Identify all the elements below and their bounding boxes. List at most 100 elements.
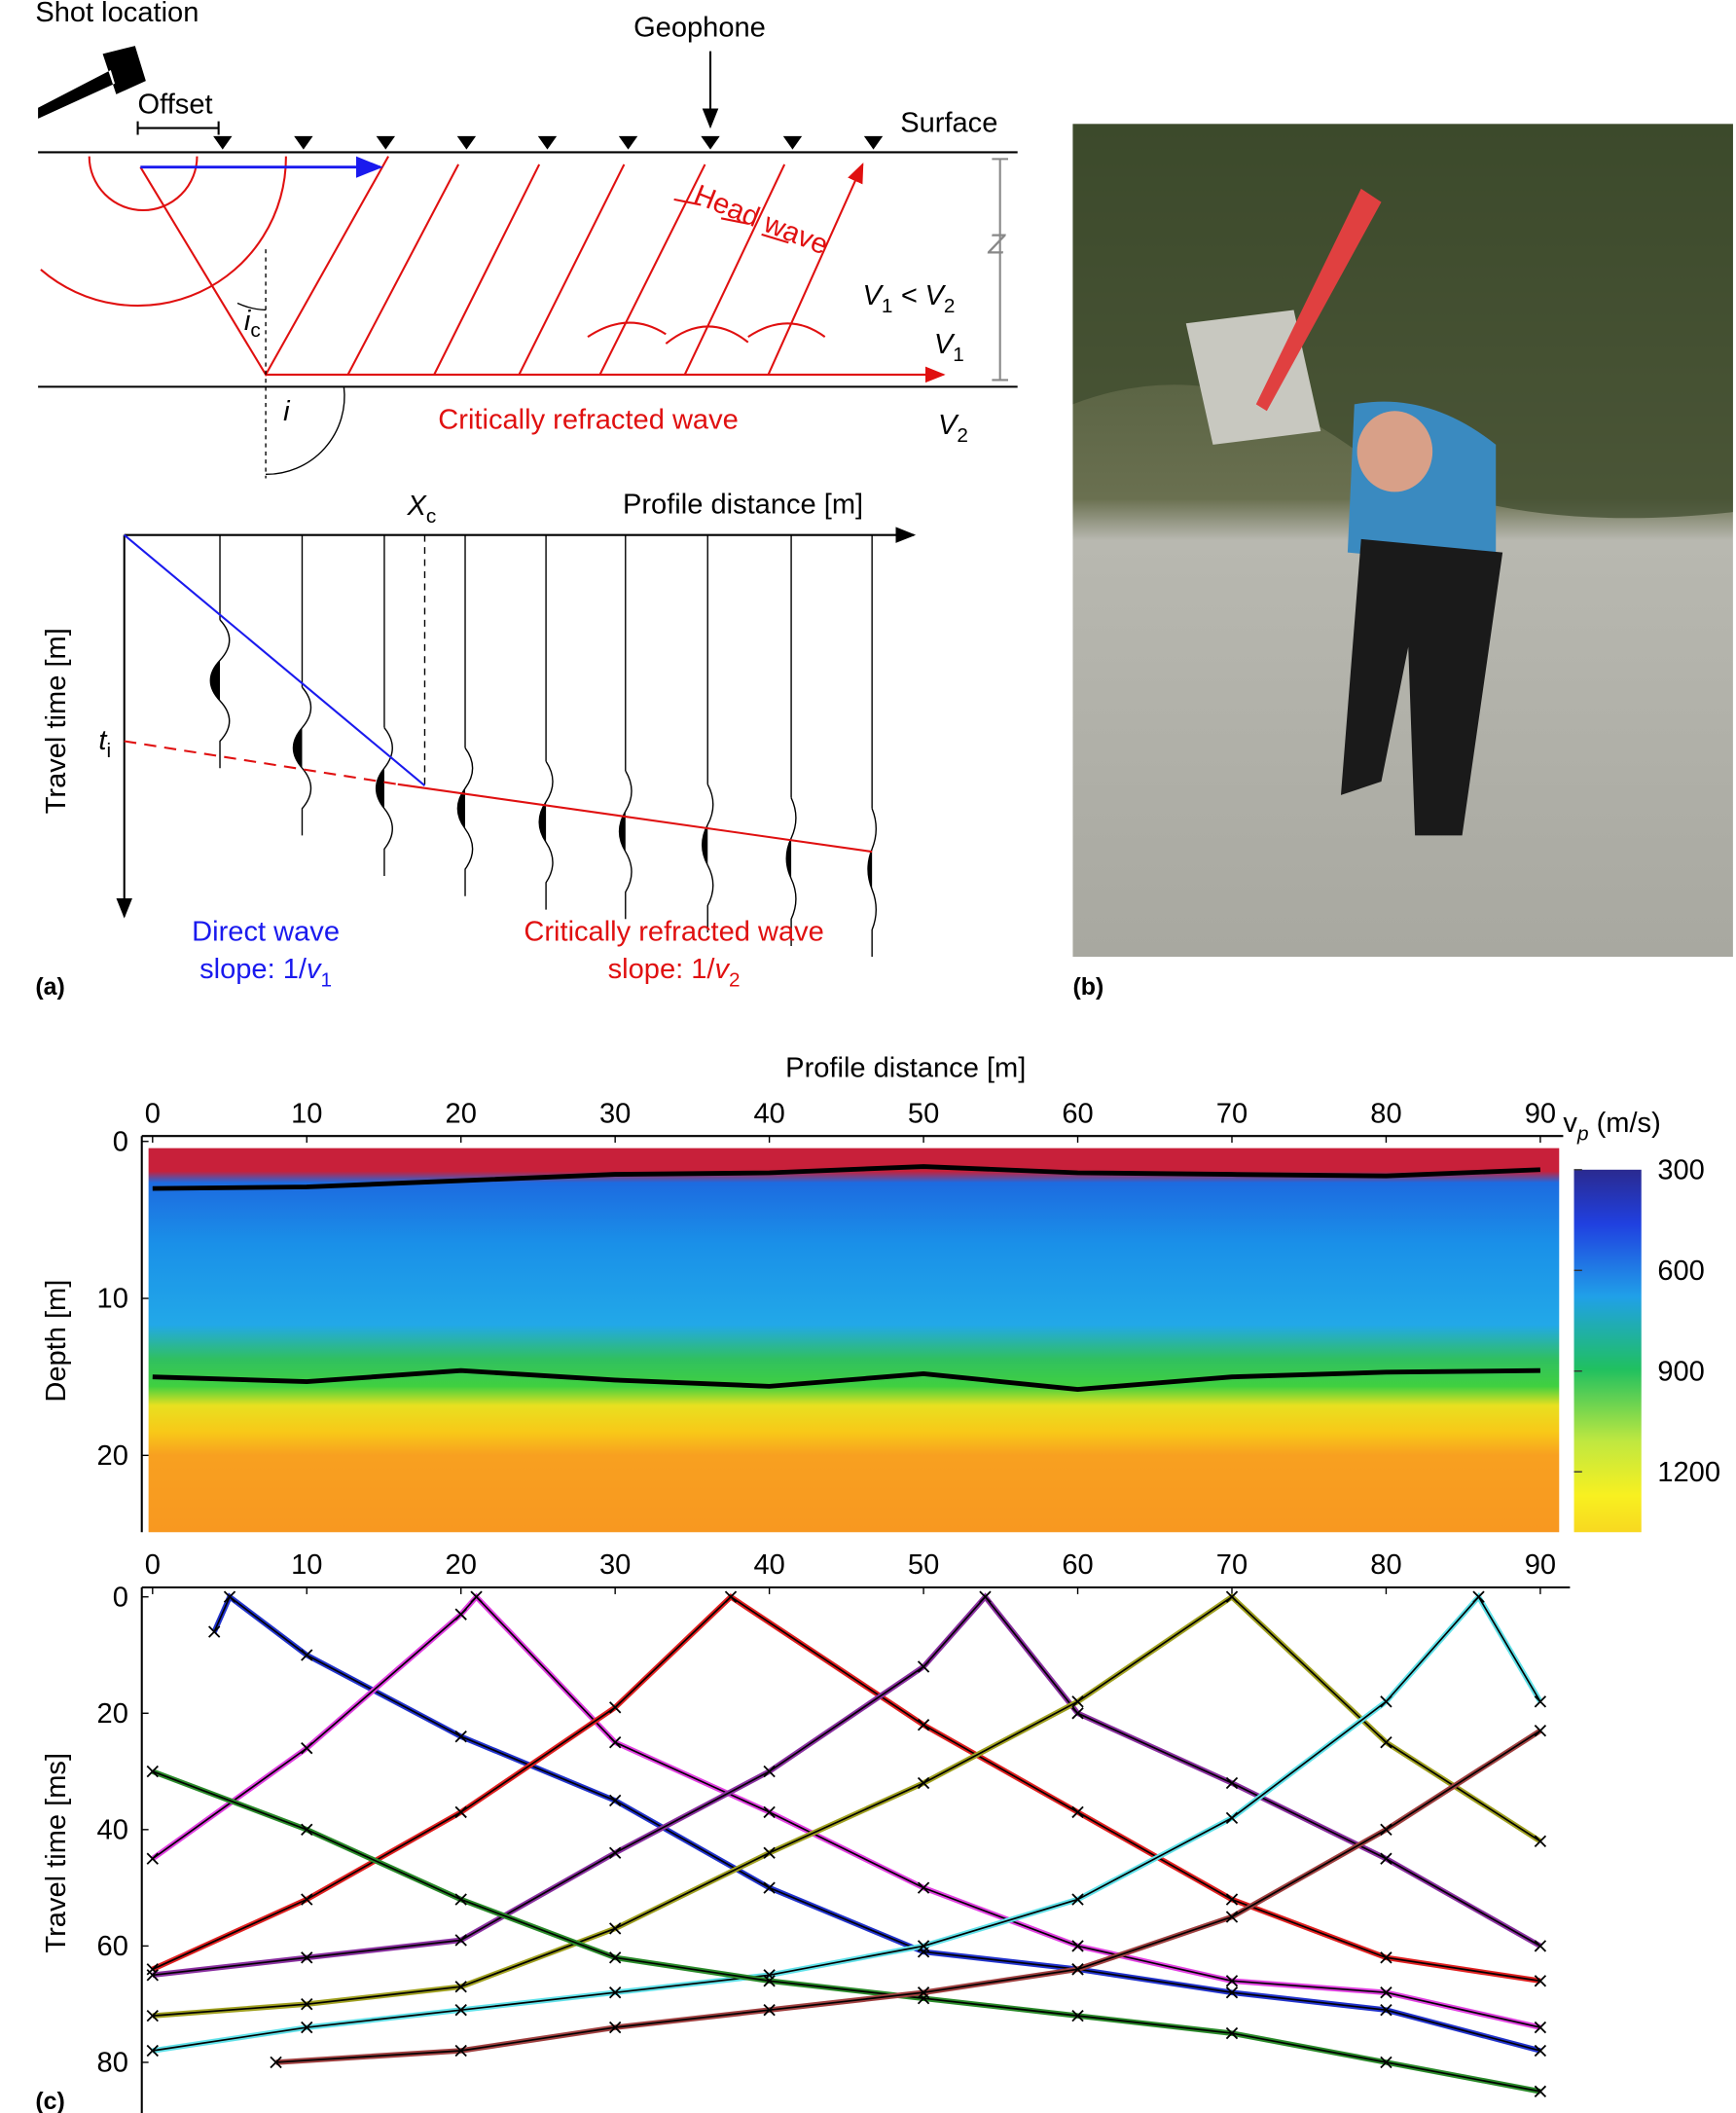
colorbar-title: vp (m/s) <box>1563 1108 1660 1145</box>
pick <box>1534 1725 1547 1737</box>
panel-a-label: (a) <box>35 973 64 1001</box>
y-tick-label: 10 <box>97 1284 128 1315</box>
pick <box>1534 1975 1547 1987</box>
x-tick-label: 30 <box>599 1098 631 1129</box>
colorbar-tick-label: 600 <box>1657 1256 1705 1287</box>
x-tick-label: 10 <box>291 1098 322 1129</box>
pick <box>1225 2026 1239 2040</box>
geophone-label: Geophone <box>633 12 766 43</box>
panel-a: Shot location Offset Geophone Surface Z … <box>35 0 1018 1001</box>
pick <box>301 1998 313 2011</box>
surface-label: Surface <box>900 108 997 139</box>
c-xlabel: Profile distance [m] <box>785 1052 1026 1083</box>
travel-time-label: Travel time [m] <box>41 628 72 814</box>
pick <box>763 1765 776 1778</box>
tt-ylabel: Travel time [ms] <box>41 1753 72 1953</box>
pick <box>763 1805 776 1819</box>
i-label: i <box>283 396 291 427</box>
x-tick-label: 90 <box>1525 1098 1556 1129</box>
pick <box>1380 2003 1392 2017</box>
pick <box>270 2056 282 2069</box>
geophones <box>213 135 884 150</box>
traveltime-curve <box>151 1593 1541 1984</box>
pick <box>1380 1852 1392 1865</box>
pick <box>1534 1835 1547 1847</box>
pick <box>724 1590 738 1603</box>
traveltime-curve <box>211 1592 1541 2054</box>
pick <box>301 1741 313 1755</box>
intercept-line <box>124 740 398 785</box>
pick <box>1472 1590 1485 1603</box>
pick <box>454 1805 467 1819</box>
pick <box>1071 1893 1084 1906</box>
pick <box>454 1608 467 1621</box>
trace-fill <box>539 801 547 843</box>
x-tick-label: 50 <box>908 1549 939 1581</box>
pick <box>1225 1986 1239 1999</box>
x-tick-label: 80 <box>1370 1098 1401 1129</box>
x-tick-label: 90 <box>1525 1549 1556 1581</box>
pick <box>208 1625 221 1638</box>
critically-refracted-label: Critically refracted wave <box>438 404 738 435</box>
model-curve <box>152 1595 1541 2017</box>
pick <box>301 2021 313 2034</box>
pick <box>608 1922 622 1935</box>
depth-ylabel: Depth [m] <box>41 1280 72 1403</box>
geophone <box>456 135 477 150</box>
pick <box>301 1893 313 1906</box>
pick <box>146 2044 159 2058</box>
pick <box>608 1986 622 1999</box>
refracted-wave-label: Critically refracted wave <box>524 916 823 947</box>
y-tick-label: 0 <box>113 1582 128 1613</box>
model-curve <box>275 1730 1541 2063</box>
thickness-bracket <box>992 158 1008 382</box>
ic-label: ic <box>244 306 261 342</box>
colorbar-tick-label: 300 <box>1657 1154 1705 1185</box>
photo-hammer <box>1255 188 1382 412</box>
pick <box>608 1846 622 1859</box>
pick <box>1225 1893 1239 1906</box>
direct-line <box>124 533 426 786</box>
geophone <box>863 135 884 150</box>
photo-head <box>1356 411 1433 492</box>
pick <box>301 1649 313 1661</box>
geophone <box>618 135 638 150</box>
pick <box>1534 2085 1547 2098</box>
y-tick-label: 80 <box>97 2048 128 2079</box>
pick <box>1534 2044 1547 2058</box>
ti-label: ti <box>98 725 111 762</box>
pick <box>608 1794 622 1807</box>
pick <box>1071 1695 1084 1708</box>
x-tick-label: 40 <box>753 1549 784 1581</box>
panel-c: Profile distance [m] vp (m/s) Depth [m] … <box>35 1052 1661 2113</box>
x-tick-label: 60 <box>1062 1098 1093 1129</box>
pick <box>1380 1695 1392 1708</box>
geophone <box>213 135 233 150</box>
trace-fill <box>210 660 221 701</box>
pick <box>1071 1940 1084 1952</box>
pick <box>454 1893 467 1906</box>
direct-slope-label: slope: 1/v1 <box>199 954 332 991</box>
refracted-line <box>397 783 873 854</box>
x-tick-label: 40 <box>753 1098 784 1129</box>
pick <box>917 1660 930 1673</box>
traces <box>209 534 877 958</box>
pick <box>1380 1951 1392 1964</box>
velocity-model <box>148 1148 1560 1533</box>
wavefronts <box>40 157 946 383</box>
angle-ic <box>236 302 267 311</box>
pick <box>1380 1986 1392 1999</box>
pick <box>608 1735 622 1749</box>
trace-fill <box>376 768 384 809</box>
pick <box>979 1590 992 1603</box>
pick <box>763 2003 776 2017</box>
xc-label: Xc <box>406 491 436 528</box>
x-tick-label: 60 <box>1062 1549 1093 1581</box>
offset-label: Offset <box>138 89 213 120</box>
y-tick-label: 40 <box>97 1815 128 1846</box>
pick <box>1225 1975 1239 1987</box>
pick <box>454 1981 467 1993</box>
pick <box>1225 1776 1239 1790</box>
v1-lt-v2: V1 < V2 <box>862 280 955 317</box>
